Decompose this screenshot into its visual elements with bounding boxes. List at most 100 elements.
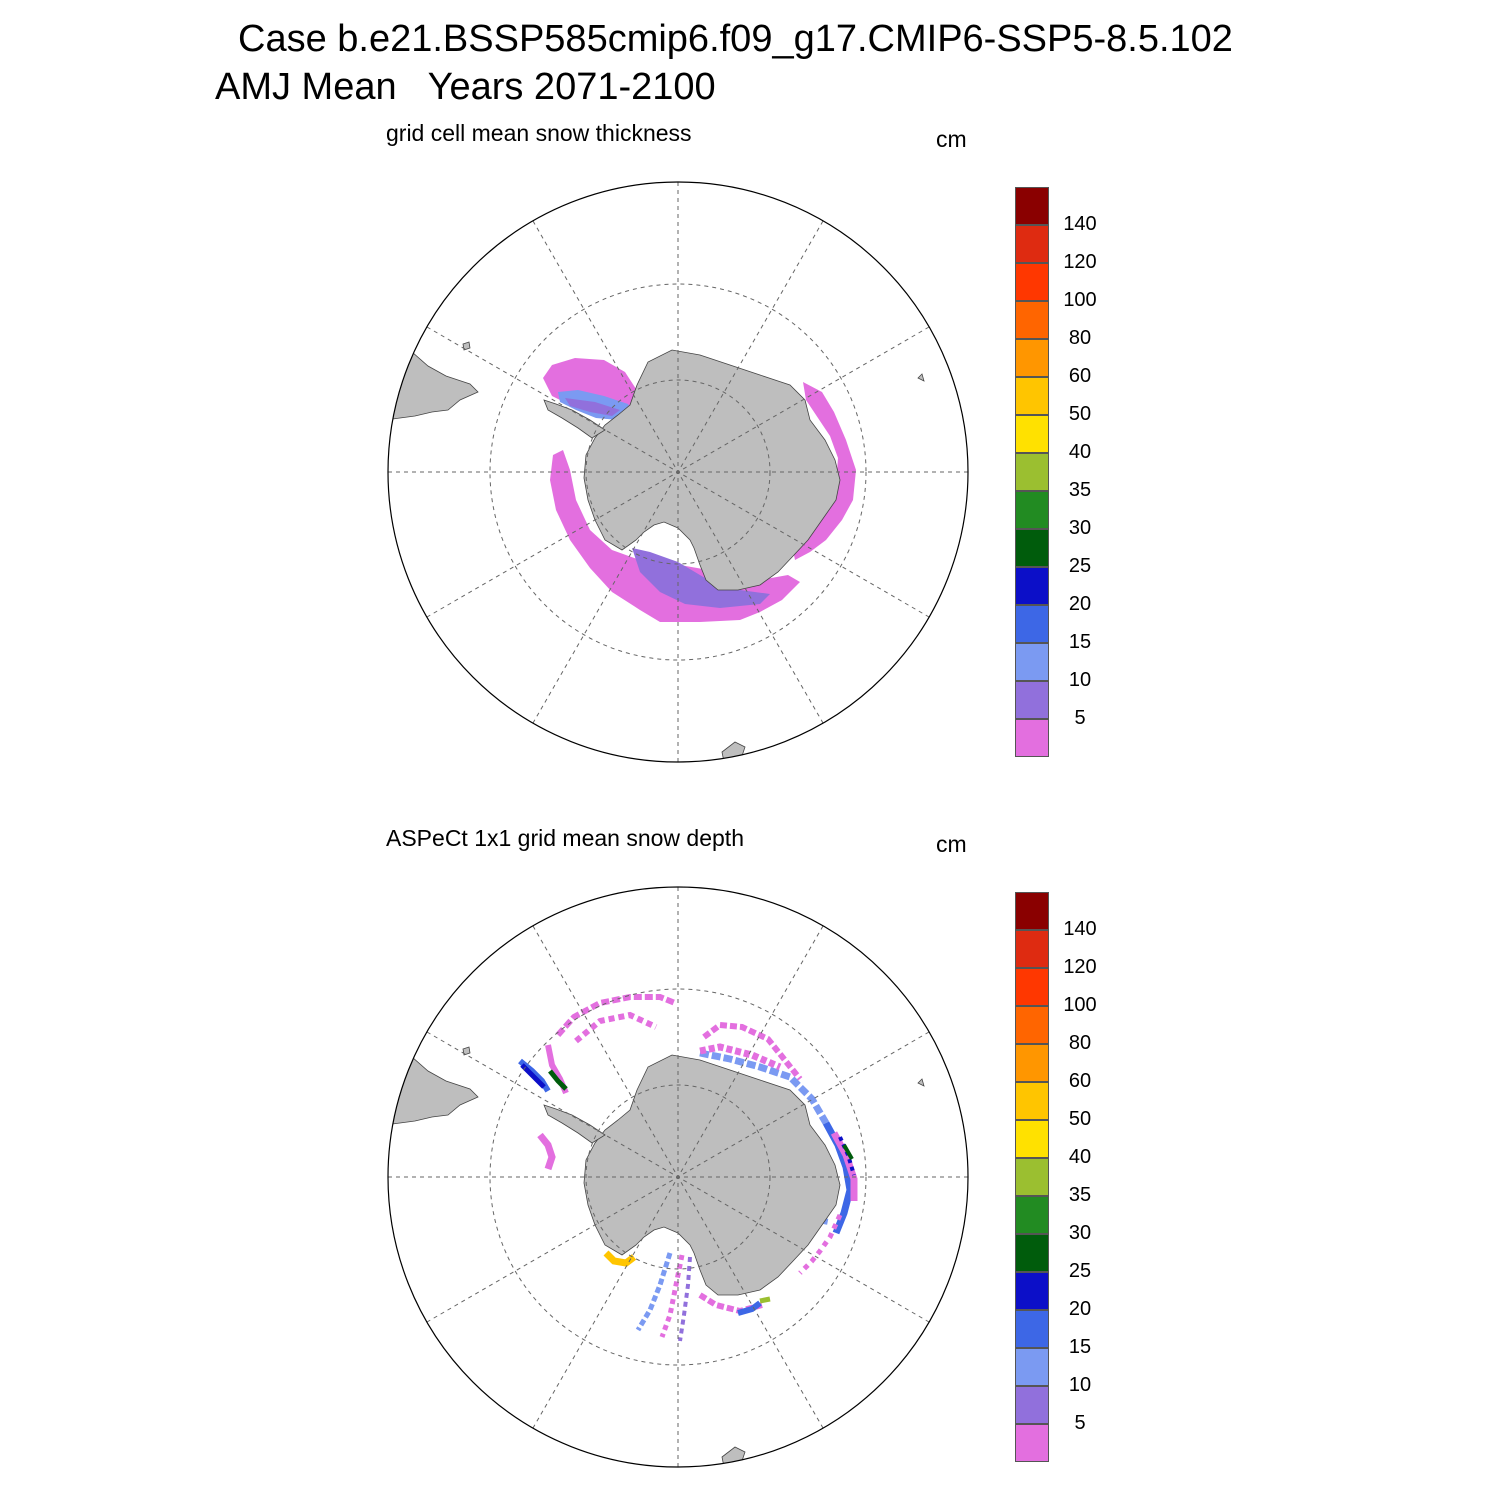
colorbar-label: 5 (1074, 707, 1086, 729)
colorbar-box (1015, 1120, 1049, 1158)
south-america-land (388, 344, 479, 421)
colorbar-box (1015, 225, 1049, 263)
obs-ross-meridional-a (635, 1252, 673, 1332)
colorbar-label: 120 (1063, 956, 1097, 978)
colorbar-box (1015, 1234, 1049, 1272)
panel1-polar-map (387, 181, 969, 763)
colorbar-label: 50 (1068, 403, 1092, 425)
colorbar-box (1015, 415, 1049, 453)
colorbar-box (1015, 892, 1049, 930)
snow-weddell-purple (565, 398, 620, 416)
obs-east-outer-track (702, 1021, 803, 1081)
colorbar-label: 100 (1063, 289, 1097, 311)
colorbar-label: 50 (1068, 1108, 1092, 1130)
colorbar-label: 40 (1068, 441, 1092, 463)
colorbar-box (1015, 567, 1049, 605)
colorbar-box (1015, 339, 1049, 377)
colorbar-box (1015, 187, 1049, 225)
colorbar-label: 5 (1074, 1412, 1086, 1434)
figure-title-case: Case b.e21.BSSP585cmip6.f09_g17.CMIP6-SS… (238, 18, 1233, 60)
colorbar-label: 80 (1068, 327, 1092, 349)
colorbar-label: 25 (1068, 555, 1092, 577)
south-america-land (388, 1049, 479, 1126)
kerguelen-island (917, 1078, 925, 1087)
colorbar-label: 60 (1068, 365, 1092, 387)
colorbar-label: 30 (1068, 517, 1092, 539)
obs-east-coastal-pink (699, 1043, 782, 1071)
panel1-map-content (388, 182, 968, 762)
obs-ross-meridional-b (659, 1254, 685, 1338)
colorbar-label: 20 (1068, 1298, 1092, 1320)
colorbar-box (1015, 301, 1049, 339)
panel1-map-boundary (387, 181, 969, 763)
colorbar-label: 15 (1068, 1336, 1092, 1358)
colorbar-box (1015, 491, 1049, 529)
colorbar-label: 30 (1068, 1222, 1092, 1244)
obs-east-green (842, 1144, 854, 1160)
colorbar-box (1015, 1158, 1049, 1196)
colorbar-box (1015, 643, 1049, 681)
obs-east-pink-band (830, 1131, 858, 1201)
colorbar-label: 140 (1063, 918, 1097, 940)
obs-weddell-inner-track (574, 1011, 658, 1044)
colorbar-box (1015, 1272, 1049, 1310)
colorbar-label: 10 (1068, 669, 1092, 691)
obs-weddell-dense-darkblue (520, 1063, 546, 1089)
obs-weddell-green (548, 1069, 568, 1091)
panel1-colorbar: 5 10 15 20 25 30 35 40 50 60 80 100 120 140 (1015, 187, 1097, 757)
antarctic-peninsula-land (543, 1104, 606, 1144)
snow-east-pink (792, 382, 856, 560)
colorbar-label: 120 (1063, 251, 1097, 273)
colorbar-box (1015, 968, 1049, 1006)
colorbar-label: 80 (1068, 1032, 1092, 1054)
panel2-colorbar: 5 10 15 20 25 30 35 40 50 60 80 100 120 140 (1015, 892, 1097, 1462)
panel2-polar-map (387, 886, 969, 1468)
obs-ross-yellowgreen (759, 1296, 771, 1304)
colorbar-label: 35 (1068, 479, 1092, 501)
colorbar-box (1015, 263, 1049, 301)
antarctica-land (583, 349, 841, 591)
obs-east-southern-pink (798, 1213, 843, 1275)
colorbar-label: 10 (1068, 1374, 1092, 1396)
colorbar-box (1015, 1348, 1049, 1386)
colorbar-box (1015, 930, 1049, 968)
new-zealand-southern-tip (721, 1446, 746, 1467)
panel2-unit: cm (936, 831, 967, 857)
colorbar-label: 100 (1063, 994, 1097, 1016)
colorbar-label: 60 (1068, 1070, 1092, 1092)
panel2-map-content (388, 887, 968, 1467)
panel2-subtitle: ASPeCt 1x1 grid mean snow depth (386, 825, 744, 851)
panel1-graticule (388, 182, 968, 762)
panel2-graticule (388, 887, 968, 1467)
antarctic-peninsula-land (543, 399, 606, 439)
figure-title-period: AMJ Mean Years 2071-2100 (215, 66, 716, 108)
obs-ross-blue (737, 1300, 762, 1316)
kerguelen-island (917, 373, 925, 382)
colorbar-box (1015, 377, 1049, 415)
antarctica-land (583, 1054, 841, 1296)
colorbar-box (1015, 605, 1049, 643)
colorbar-label: 20 (1068, 593, 1092, 615)
panel1-unit: cm (936, 126, 967, 152)
obs-weddell-outer-track (555, 994, 677, 1037)
colorbar-box (1015, 1310, 1049, 1348)
colorbar-box (1015, 1044, 1049, 1082)
colorbar-box (1015, 1082, 1049, 1120)
obs-east-inner-blue (699, 1049, 830, 1125)
colorbar-label: 15 (1068, 631, 1092, 653)
panel2-map-boundary (387, 886, 969, 1468)
colorbar-box (1015, 529, 1049, 567)
colorbar-box (1015, 1424, 1049, 1462)
panel1-subtitle: grid cell mean snow thickness (386, 120, 692, 146)
obs-ross-meridional-c (678, 1256, 692, 1342)
colorbar-label: 140 (1063, 213, 1097, 235)
obs-amundsen-orange (603, 1250, 637, 1267)
colorbar-box (1015, 719, 1049, 757)
colorbar-box (1015, 681, 1049, 719)
colorbar-box (1015, 1386, 1049, 1424)
colorbar-box (1015, 1006, 1049, 1044)
colorbar-label: 25 (1068, 1260, 1092, 1282)
obs-peninsula-track (537, 1132, 556, 1171)
colorbar-label: 40 (1068, 1146, 1092, 1168)
colorbar-box (1015, 1196, 1049, 1234)
